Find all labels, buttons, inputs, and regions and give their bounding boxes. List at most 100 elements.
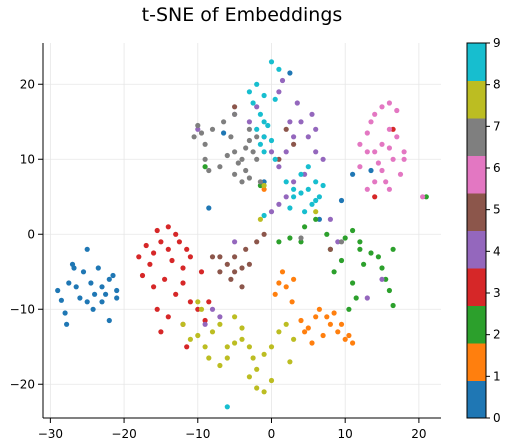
data-point-label-8: [217, 362, 223, 369]
data-point-label-9: [261, 119, 267, 125]
data-point-label-8: [313, 209, 319, 215]
data-point-label-8: [239, 336, 245, 342]
data-point-label-7: [257, 179, 263, 185]
data-point-label-4: [302, 171, 308, 177]
data-point-label-6: [420, 194, 426, 200]
data-point-label-7: [224, 152, 230, 159]
colorbar-segment-0: [467, 380, 486, 419]
axes: −30 −20 −10 0 10 20 −20 −10 0 10 20: [10, 43, 441, 441]
data-point-label-4: [313, 126, 319, 132]
data-point-label-1: [316, 306, 322, 312]
data-point-label-3: [180, 280, 186, 286]
colorbar-tick-label: 8: [493, 78, 501, 92]
data-point-label-6: [379, 141, 385, 147]
data-point-label-7: [250, 149, 256, 155]
data-point-label-3: [195, 306, 201, 312]
data-point-label-7: [254, 134, 260, 140]
data-point-label-6: [364, 186, 370, 192]
colorbar-tick-label: 3: [493, 286, 501, 300]
data-point-label-8: [232, 340, 238, 346]
data-point-label-4: [283, 194, 289, 200]
data-point-label-0: [80, 269, 87, 275]
data-point-label-0: [62, 310, 68, 316]
data-point-label-9: [276, 66, 282, 72]
colorbar: 0 1 2 3 4 5 6 7 8 9: [466, 36, 501, 425]
data-point-label-4: [364, 295, 370, 301]
data-point-label-1: [331, 310, 337, 316]
data-point-label-6: [372, 149, 378, 155]
data-point-label-8: [261, 351, 267, 357]
data-point-label-0: [368, 167, 374, 174]
colorbar-segment-3: [467, 268, 486, 306]
data-point-label-8: [224, 344, 230, 350]
data-point-label-8: [198, 306, 205, 312]
data-point-label-6: [372, 179, 378, 185]
x-tick-label: 10: [338, 427, 353, 441]
data-point-label-2: [313, 216, 319, 222]
data-point-label-3: [165, 314, 171, 320]
data-point-label-8: [254, 385, 260, 391]
data-point-label-5: [224, 261, 230, 267]
data-point-label-9: [272, 156, 278, 162]
x-tick-label: −20: [111, 427, 136, 441]
data-point-label-4: [283, 149, 289, 155]
scatter-points: [55, 59, 429, 410]
data-point-label-0: [206, 205, 212, 211]
data-point-label-4: [276, 201, 282, 207]
data-point-label-9: [305, 164, 311, 170]
data-point-label-0: [66, 280, 72, 286]
data-point-label-0: [95, 265, 101, 271]
data-point-label-4: [327, 216, 333, 222]
data-point-label-4: [320, 156, 326, 162]
data-point-label-0: [99, 299, 105, 305]
data-point-label-2: [361, 261, 367, 267]
data-point-label-8: [268, 377, 275, 384]
data-point-label-3: [206, 299, 212, 305]
data-point-label-9: [261, 149, 267, 155]
data-point-label-0: [350, 171, 356, 177]
colorbar-segment-8: [467, 80, 486, 119]
data-point-label-2: [257, 182, 263, 189]
data-point-label-2: [324, 231, 330, 237]
data-point-label-8: [283, 321, 289, 327]
data-point-label-2: [287, 235, 293, 241]
data-point-label-2: [353, 295, 359, 301]
data-point-label-5: [232, 104, 238, 110]
data-point-label-8: [239, 325, 245, 331]
data-point-label-2: [383, 276, 389, 282]
data-point-label-8: [217, 321, 223, 327]
data-point-label-5: [239, 284, 245, 290]
data-point-label-0: [92, 291, 98, 297]
data-point-label-0: [88, 280, 94, 286]
data-point-label-0: [106, 317, 112, 324]
data-point-label-0: [106, 276, 112, 282]
data-point-label-2: [202, 164, 208, 170]
data-point-label-3: [154, 227, 160, 234]
data-point-label-3: [176, 239, 182, 245]
data-point-label-3: [184, 246, 190, 252]
data-point-label-8: [276, 329, 282, 335]
data-point-label-9: [291, 186, 297, 192]
data-point-label-9: [316, 194, 322, 200]
x-tick-label: −10: [185, 427, 210, 441]
data-point-label-8: [246, 374, 252, 380]
data-point-label-8: [180, 321, 186, 327]
data-point-label-3: [139, 272, 146, 279]
data-point-label-9: [261, 92, 267, 99]
data-point-label-4: [291, 179, 297, 185]
data-point-label-8: [195, 299, 201, 305]
data-point-label-0: [77, 295, 83, 301]
data-point-label-4: [276, 164, 282, 170]
data-point-label-4: [268, 149, 275, 155]
data-point-label-2: [390, 246, 396, 252]
data-point-label-6: [379, 167, 385, 174]
colorbar-tick-label: 6: [493, 161, 501, 175]
data-point-label-0: [71, 265, 77, 271]
data-point-label-8: [206, 355, 212, 361]
data-point-label-1: [276, 280, 282, 286]
data-point-label-0: [58, 297, 64, 303]
data-point-label-3: [180, 265, 186, 271]
data-point-label-2: [423, 194, 429, 200]
data-point-label-6: [364, 149, 370, 155]
